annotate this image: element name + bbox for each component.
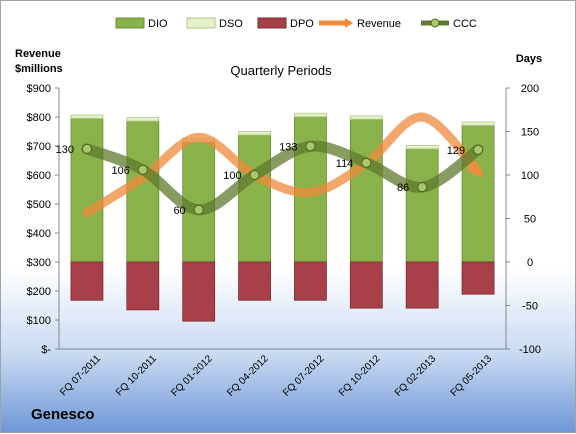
- left-tick-label: $900: [27, 83, 51, 95]
- dso-bar: [126, 117, 160, 122]
- legend-ccc-label: CCC: [453, 18, 477, 30]
- legend-ccc-marker: [430, 18, 440, 28]
- left-tick-label: $500: [27, 199, 51, 211]
- right-tick-label: 0: [527, 257, 533, 269]
- ccc-data-label: 100: [223, 170, 241, 182]
- left-tick-label: $400: [27, 228, 51, 240]
- legend-dpo-label: DPO: [290, 18, 314, 30]
- dso-bar: [294, 112, 327, 118]
- dpo-bar: [405, 261, 439, 309]
- ccc-point: [417, 182, 428, 193]
- legend-dpo-swatch: [257, 17, 287, 29]
- ccc-data-label: 86: [397, 182, 409, 194]
- right-tick-label: -100: [519, 344, 541, 356]
- ccc-point: [193, 204, 204, 215]
- x-tick-label: FQ 07-2012: [281, 353, 327, 399]
- dpo-bar: [126, 261, 160, 311]
- legend-dso-label: DSO: [219, 18, 243, 30]
- dso-bar: [238, 131, 271, 136]
- ccc-data-label: 130: [56, 144, 74, 156]
- right-tick-label: 100: [521, 170, 539, 182]
- legend-dso-swatch: [186, 17, 216, 29]
- x-tick-label: FQ 02-2013: [393, 353, 439, 399]
- legend-dio-swatch: [115, 17, 145, 29]
- dpo-bar: [238, 261, 271, 301]
- dpo-bar: [70, 261, 104, 301]
- dpo-bar: [461, 261, 495, 295]
- dso-bar: [461, 121, 495, 126]
- dio-bar: [238, 134, 271, 263]
- x-tick-label: FQ 01-2012: [169, 353, 215, 399]
- left-tick-label: $700: [27, 141, 51, 153]
- ccc-point: [305, 141, 316, 152]
- x-tick-label: FQ 07-2011: [58, 353, 103, 398]
- ccc-data-label: 129: [447, 145, 465, 157]
- ccc-data-label: 114: [336, 158, 354, 170]
- right-tick-label: 150: [521, 127, 539, 139]
- x-tick-label: FQ 10-2012: [337, 353, 383, 399]
- left-axis-title: Revenue: [15, 48, 61, 60]
- ccc-point: [473, 144, 484, 155]
- right-tick-label: -50: [522, 301, 538, 313]
- dpo-bar: [294, 261, 327, 301]
- ccc-data-label: 60: [173, 205, 185, 217]
- left-tick-label: $-: [41, 344, 51, 356]
- company-name: Genesco: [31, 406, 95, 423]
- x-tick-label: FQ 04-2012: [225, 353, 271, 399]
- x-tick-label: FQ 10-2011: [114, 353, 159, 398]
- right-axis-title: Days: [516, 53, 542, 65]
- legend-revenue-label: Revenue: [357, 18, 401, 30]
- ccc-point: [81, 143, 92, 154]
- left-tick-label: $800: [27, 112, 51, 124]
- left-axis-title: $millions: [15, 63, 63, 75]
- dio-bar: [70, 118, 104, 263]
- left-tick-label: $300: [27, 257, 51, 269]
- dpo-bar: [349, 261, 383, 309]
- left-tick-label: $100: [27, 315, 51, 327]
- x-tick-label: FQ 05-2013: [449, 353, 495, 399]
- ccc-point: [137, 164, 148, 175]
- ccc-data-label: 133: [279, 141, 297, 153]
- right-tick-label: 200: [521, 83, 539, 95]
- dso-bar: [70, 114, 104, 119]
- legend-revenue-arrow: [345, 18, 353, 28]
- dso-bar: [405, 145, 439, 150]
- dio-bar: [405, 148, 439, 263]
- chart-title: Quarterly Periods: [230, 63, 332, 78]
- dso-bar: [349, 115, 383, 120]
- dio-bar: [126, 120, 160, 263]
- right-tick-label: 50: [524, 214, 536, 226]
- ccc-point: [249, 170, 260, 180]
- ccc-point: [361, 157, 372, 168]
- dio-bar: [349, 118, 383, 263]
- legend-dio-label: DIO: [148, 18, 168, 30]
- left-tick-label: $600: [27, 170, 51, 182]
- dpo-bar: [182, 261, 216, 322]
- revenue-arrowhead: [466, 160, 484, 178]
- ccc-data-label: 106: [111, 165, 129, 177]
- left-tick-label: $200: [27, 286, 51, 298]
